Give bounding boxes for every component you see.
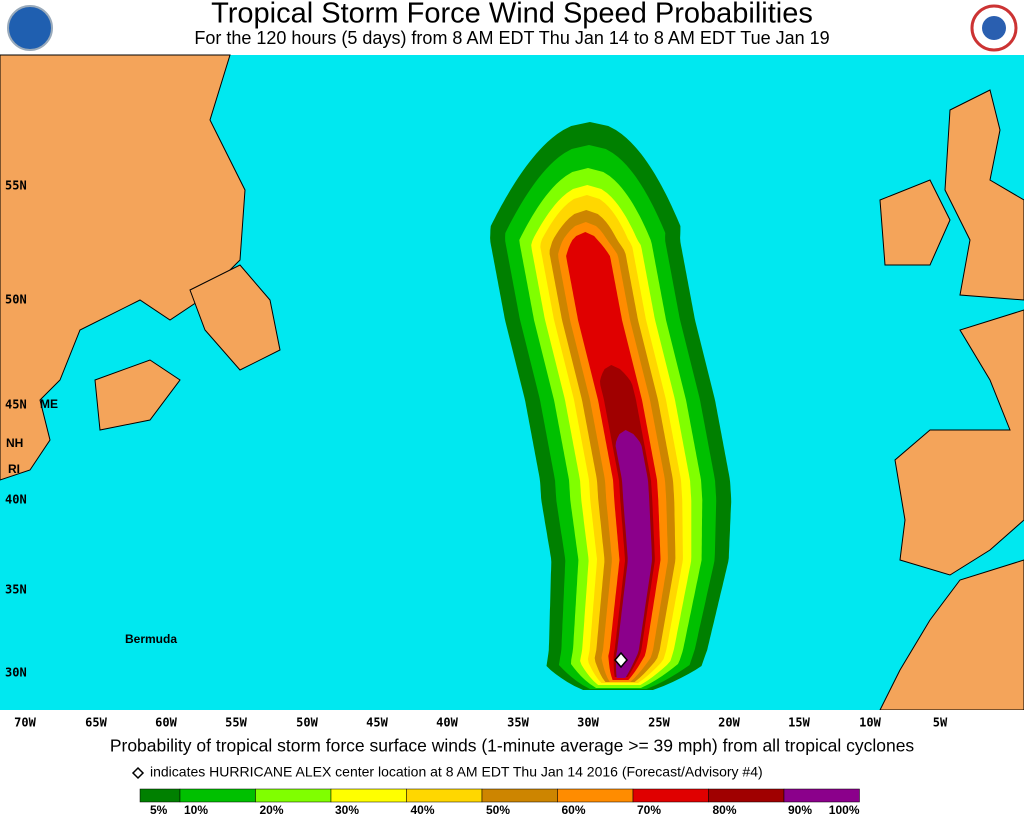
longitude-label: 10W	[859, 716, 881, 730]
longitude-label: 45W	[366, 716, 388, 730]
legend-swatch	[481, 788, 558, 803]
longitude-label: 35W	[507, 716, 529, 730]
longitude-label: 30W	[577, 716, 599, 730]
axis-strip	[0, 710, 1024, 736]
title: Tropical Storm Force Wind Speed Probabil…	[211, 0, 813, 30]
latitude-label: 50N	[5, 293, 27, 307]
noaa-logo	[7, 5, 53, 51]
legend-label: 70%	[637, 803, 661, 817]
longitude-label: 15W	[788, 716, 810, 730]
place-label: Bermuda	[125, 632, 177, 646]
longitude-label: 50W	[296, 716, 318, 730]
subtitle: For the 120 hours (5 days) from 8 AM EDT…	[194, 28, 829, 48]
legend-label: 80%	[712, 803, 736, 817]
longitude-label: 65W	[85, 716, 107, 730]
note: indicates HURRICANE ALEX center location…	[150, 764, 763, 780]
latitude-label: 55N	[5, 179, 27, 193]
legend-swatch	[179, 788, 256, 803]
longitude-label: 60W	[155, 716, 177, 730]
place-label: NH	[6, 436, 23, 450]
place-label: RI	[8, 462, 20, 476]
longitude-label: 5W	[933, 716, 948, 730]
latitude-label: 30N	[5, 666, 27, 680]
legend-swatch	[708, 788, 785, 803]
legend-label: 50%	[486, 803, 510, 817]
latitude-label: 35N	[5, 583, 27, 597]
caption: Probability of tropical storm force surf…	[110, 736, 915, 756]
longitude-label: 40W	[436, 716, 458, 730]
probability-band	[615, 430, 652, 678]
legend-swatch	[557, 788, 634, 803]
legend-swatch	[406, 788, 483, 803]
probability-bands	[490, 122, 732, 690]
longitude-label: 25W	[648, 716, 670, 730]
longitude-label: 70W	[14, 716, 36, 730]
legend-label: 40%	[410, 803, 434, 817]
longitude-label: 55W	[225, 716, 247, 730]
legend: 5% 10% 20% 30% 40% 50% 60% 70% 80% 90% 100%	[139, 788, 860, 817]
place-label: ME	[40, 397, 58, 411]
legend-label: 20%	[259, 803, 283, 817]
center-symbol	[131, 766, 145, 780]
latitude-label: 40N	[5, 493, 27, 507]
land	[0, 54, 1024, 711]
legend-swatch	[783, 788, 860, 803]
legend-label: 90%	[788, 803, 812, 817]
nws-logo-center	[982, 16, 1006, 40]
legend-swatch	[139, 788, 181, 803]
legend-label: 60%	[561, 803, 585, 817]
latitude-label: 45N	[5, 398, 27, 412]
legend-label: 10%	[184, 803, 208, 817]
legend-label: 100%	[829, 803, 860, 817]
storm-center	[614, 651, 628, 669]
longitude-label: 20W	[718, 716, 740, 730]
legend-label: 30%	[335, 803, 359, 817]
legend-swatch	[255, 788, 332, 803]
legend-swatch	[330, 788, 407, 803]
legend-swatch	[632, 788, 709, 803]
legend-label: 5%	[150, 803, 168, 817]
